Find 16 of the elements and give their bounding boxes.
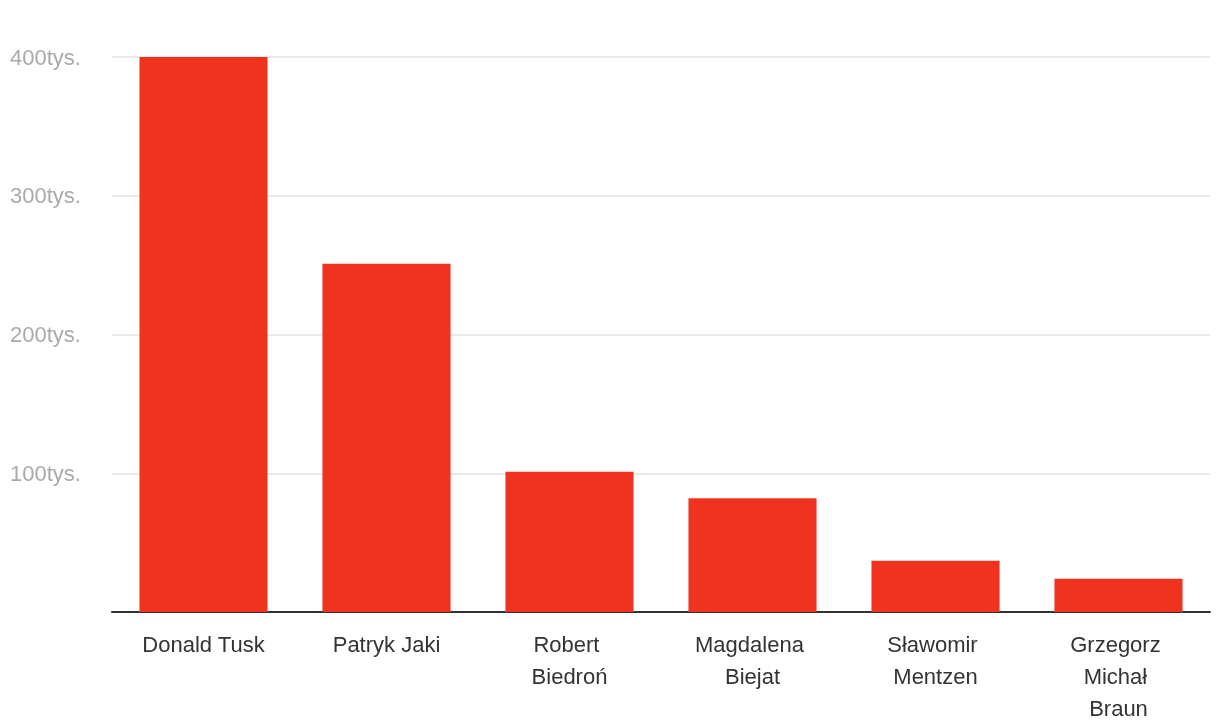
bar (505, 471, 634, 612)
x-tick-label: Magdalena Biejat (695, 631, 810, 689)
y-tick-label: 100tys. (10, 460, 81, 486)
y-tick-label: 200tys. (10, 322, 81, 347)
x-tick-label: Sławomir Mentzen (887, 631, 984, 689)
bar (871, 560, 1000, 612)
y-tick-label: 400tys. (10, 44, 81, 70)
bar (139, 57, 268, 612)
x-tick-label: Donald Tusk (142, 631, 266, 657)
x-tick-label: Patryk Jaki (332, 631, 441, 657)
bar (688, 498, 817, 612)
bar (322, 263, 451, 612)
bar (1054, 578, 1183, 612)
x-tick-label: Robert Biedroń (531, 631, 608, 689)
x-tick-label: Grzegorz Michał Braun (1070, 631, 1167, 721)
y-tick-label: 300tys. (10, 183, 81, 209)
